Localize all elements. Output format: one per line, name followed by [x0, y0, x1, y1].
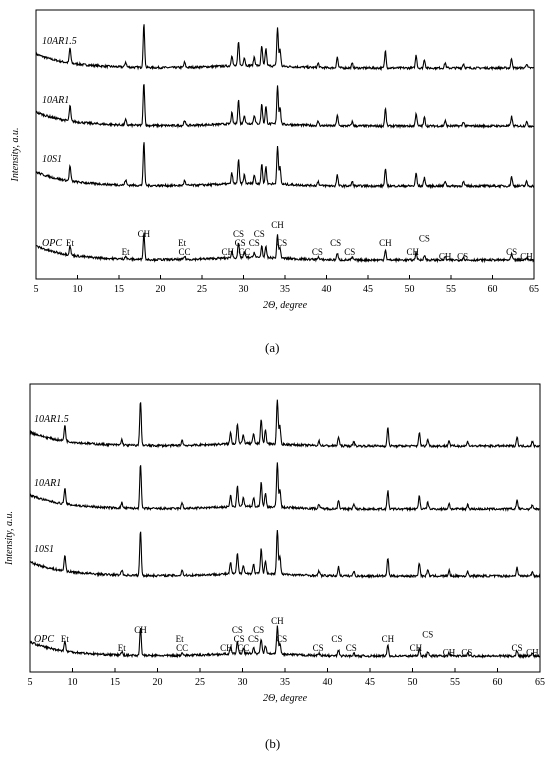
x-axis-label: 2Θ, degree — [263, 693, 308, 704]
phase-annotation: CS — [313, 643, 324, 653]
phase-annotation: CH — [134, 625, 147, 635]
series-label: OPC — [34, 634, 54, 645]
x-tick-label: 65 — [529, 284, 539, 295]
chart-panel-a: 5 10 15 20 25 30 35 40 45 50 55 60 65 2Θ, degree Inten… — [10, 9, 539, 311]
x-tick-label: 60 — [493, 677, 503, 688]
phase-annotation: Et — [178, 238, 186, 248]
phase-annotation: Et — [118, 643, 126, 653]
phase-annotation: CH — [221, 247, 234, 257]
phase-annotation: CH — [220, 643, 233, 653]
x-tick-label: 40 — [322, 284, 332, 295]
caption-panel-b: (b) — [265, 736, 281, 751]
phase-annotation: CC — [176, 643, 188, 653]
series-line-10s1 — [29, 529, 541, 579]
x-tick-label: 20 — [156, 284, 166, 295]
series-line-10ar1-5 — [29, 399, 541, 449]
phase-annotation: CH — [526, 648, 539, 658]
phase-annotation: CH — [520, 252, 533, 262]
phase-annotation: CC — [238, 247, 250, 257]
x-tick-label: 50 — [408, 677, 418, 688]
x-tick-label: 15 — [110, 677, 120, 688]
series-label: OPC — [42, 238, 62, 249]
series-line-10ar1-5 — [35, 24, 535, 72]
phase-annotation: CS — [346, 643, 357, 653]
phase-annotation: Et — [122, 247, 130, 257]
series-line-10ar1 — [29, 462, 541, 513]
phase-annotation: CH — [138, 229, 151, 239]
x-tick-label: 40 — [323, 677, 333, 688]
phase-annotation: CS — [330, 238, 341, 248]
x-tick-label: 45 — [363, 284, 373, 295]
x-tick-label: 10 — [68, 677, 78, 688]
phase-annotation: CS — [344, 247, 355, 257]
x-tick-label: 20 — [153, 677, 163, 688]
phase-annotation: CS — [234, 634, 245, 644]
y-axis-label: Intensity, a.u. — [10, 128, 21, 183]
phase-annotation: CH — [410, 643, 423, 653]
phase-annotation: CC — [237, 643, 249, 653]
phase-annotation: CS — [331, 634, 342, 644]
x-tick-label: 5 — [34, 284, 39, 295]
phase-annotation: Et — [66, 238, 74, 248]
phase-annotation: CS — [248, 634, 259, 644]
phase-annotation: CH — [271, 616, 284, 626]
series-line-10ar1 — [35, 84, 535, 130]
phase-annotation: CS — [506, 247, 517, 257]
phase-annotation: CH — [443, 648, 456, 658]
series-label: 10AR1.5 — [42, 36, 77, 47]
phase-annotation: CS — [232, 625, 243, 635]
phase-annotation: CH — [382, 634, 395, 644]
phase-annotation: CS — [457, 252, 468, 262]
chart-panel-b: 5 10 15 20 25 30 35 40 45 50 55 60 65 2Θ, degree Inten… — [4, 383, 545, 704]
x-tick-label: 15 — [114, 284, 124, 295]
series-label: 10S1 — [34, 544, 54, 555]
x-tick-label: 35 — [280, 677, 290, 688]
x-tick-label: 45 — [365, 677, 375, 688]
x-tick-label: 25 — [195, 677, 205, 688]
series-label: 10S1 — [42, 154, 62, 165]
series-label: 10AR1 — [34, 478, 61, 489]
phase-annotation: CS — [233, 229, 244, 239]
phase-annotation: CS — [512, 643, 523, 653]
phase-annotation: CS — [312, 247, 323, 257]
x-axis-label: 2Θ, degree — [263, 300, 308, 311]
phase-annotation: CH — [379, 238, 392, 248]
phase-annotation: CS — [276, 634, 287, 644]
plot-frame — [29, 383, 541, 673]
x-tick-label: 10 — [73, 284, 83, 295]
phase-annotation: CH — [271, 220, 284, 230]
phase-annotation: CH — [407, 247, 420, 257]
series-label: 10AR1 — [42, 95, 69, 106]
series-line-opc — [35, 232, 535, 264]
x-tick-label: 55 — [450, 677, 460, 688]
phase-annotation: CS — [461, 648, 472, 658]
phase-annotation: CS — [235, 238, 246, 248]
x-tick-label: 35 — [280, 284, 290, 295]
x-tick-label: 60 — [488, 284, 498, 295]
caption-panel-a: (a) — [265, 340, 280, 355]
phase-annotation: CS — [276, 238, 287, 248]
phase-annotation: CC — [179, 247, 191, 257]
x-tick-label: 55 — [446, 284, 456, 295]
phase-annotation: CS — [249, 238, 260, 248]
phase-annotation: CH — [439, 252, 452, 262]
series-line-10s1 — [35, 142, 535, 190]
phase-annotation: Et — [176, 634, 184, 644]
phase-annotation: Et — [61, 634, 69, 644]
x-tick-label: 5 — [28, 677, 33, 688]
series-label: 10AR1.5 — [34, 414, 69, 425]
x-tick-label: 65 — [535, 677, 545, 688]
phase-annotation: CS — [419, 234, 430, 244]
phase-annotation: CS — [253, 625, 264, 635]
phase-annotation: CS — [254, 229, 265, 239]
x-tick-label: 25 — [197, 284, 207, 295]
x-tick-label: 50 — [405, 284, 415, 295]
phase-annotation: CS — [422, 630, 433, 640]
x-tick-label: 30 — [238, 677, 248, 688]
x-tick-label: 30 — [239, 284, 249, 295]
series-line-opc — [29, 625, 541, 660]
y-axis-label: Intensity, a.u. — [4, 511, 15, 566]
